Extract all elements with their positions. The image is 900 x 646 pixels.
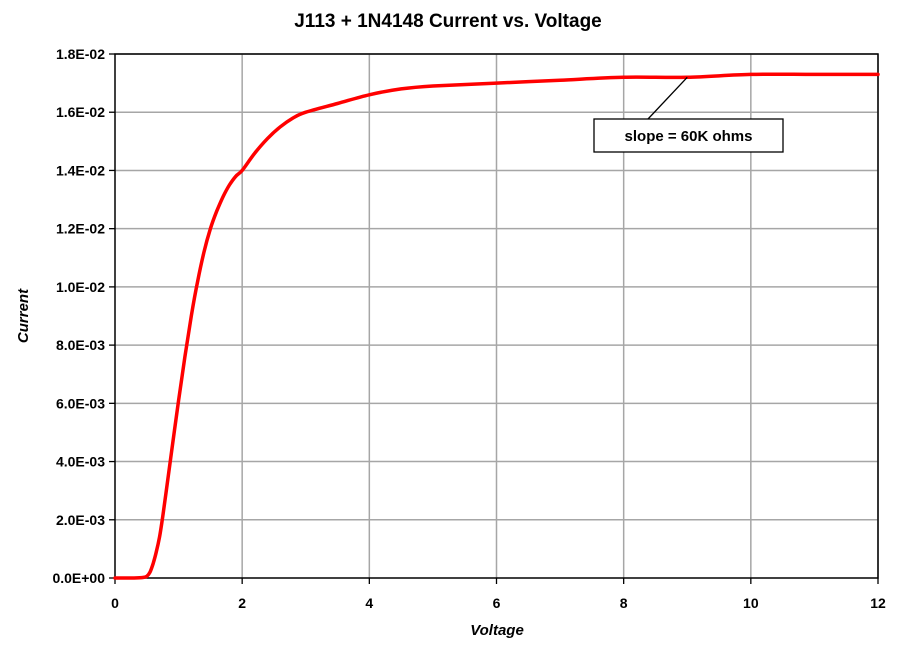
series-layer [113,72,880,580]
x-tick-label: 4 [365,595,373,611]
x-tick-label: 8 [620,595,628,611]
y-tick-label: 1.4E-02 [56,162,105,178]
annotation-leader-line [647,76,688,120]
y-tick-label: 8.0E-03 [56,337,105,353]
chart-title: J113 + 1N4148 Current vs. Voltage [294,11,602,32]
x-tick-label: 0 [111,595,119,611]
annotation: slope = 60K ohms [593,76,784,153]
x-tick-label: 12 [870,595,886,611]
y-tick-label: 1.6E-02 [56,104,105,120]
x-tick-label: 10 [743,595,759,611]
x-axis-ticks: 0 2 4 6 8 10 12 [111,578,886,611]
y-axis-label: Current [15,288,32,343]
y-axis-ticks: 0.0E+00 2.0E-03 4.0E-03 6.0E-03 8.0E-03 1.0E-… [52,46,115,586]
y-tick-label: 1.2E-02 [56,221,105,237]
y-tick-label: 0.0E+00 [52,570,105,586]
x-tick-label: 6 [493,595,501,611]
annotation-box [593,118,784,153]
y-tick-label: 1.0E-02 [56,279,105,295]
annotation-text: slope = 60K ohms [625,128,753,145]
y-tick-label: 1.8E-02 [56,46,105,62]
y-tick-label: 2.0E-03 [56,512,105,528]
series-line [113,72,880,580]
y-tick-label: 4.0E-03 [56,454,105,470]
x-tick-label: 2 [238,595,246,611]
x-axis-label: Voltage [470,622,524,639]
y-tick-label: 6.0E-03 [56,395,105,411]
